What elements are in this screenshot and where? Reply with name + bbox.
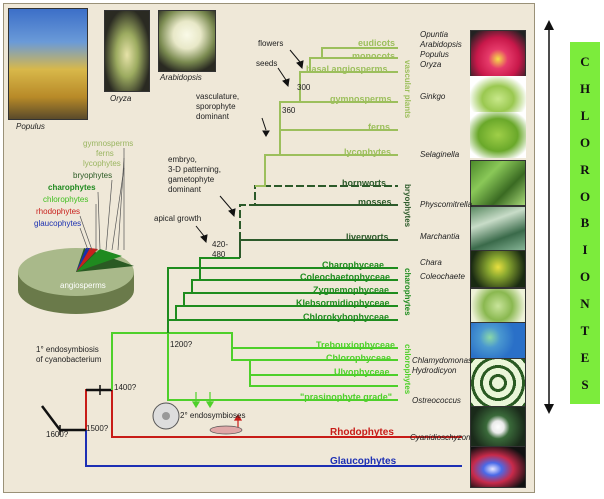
pie-label-gymnosperms: gymnosperms <box>83 139 133 148</box>
chlorobiontes-letter: C <box>580 53 590 69</box>
species-ginkgo: Ginkgo <box>420 92 446 101</box>
selaginella-photo <box>470 112 526 158</box>
euglenid-icon <box>209 425 243 435</box>
chlorobiontes-letter: T <box>580 323 590 339</box>
arabidopsis-photo <box>158 10 216 72</box>
clade-mosses: mosses <box>358 197 392 207</box>
clade-chlorophyceae: Chlorophyceae <box>326 353 392 363</box>
pie-label-glaucophytes: glaucophytes <box>34 219 81 228</box>
species-chlamydomonas: Chlamydomonas <box>412 356 473 365</box>
clade-lycophytes: lycophytes <box>344 147 392 157</box>
chlorobiontes-letter: O <box>579 134 591 150</box>
clade-ferns: ferns <box>368 122 391 132</box>
chlorobiontes-letter: E <box>580 350 590 366</box>
clade-rhodophytes: Rhodophytes <box>330 427 394 438</box>
populus-photo <box>8 8 88 120</box>
species-oryza: Oryza <box>420 60 442 69</box>
secondary-endo-arrows <box>191 392 215 409</box>
age-420-480: 420- 480 <box>212 240 229 259</box>
chlorobiontes-letter: I <box>582 242 588 258</box>
clade-liverworts: liverworts <box>346 232 389 242</box>
cyanidioschyzon-photo <box>470 446 526 488</box>
age-1500: 1500? <box>86 424 109 433</box>
species-coleochaete: Coleochaete <box>420 272 465 281</box>
pie-center-label: angiosperms <box>60 281 106 290</box>
age-1200: 1200? <box>170 340 193 349</box>
pie-label-rhodophytes: rhodophytes <box>36 207 80 216</box>
clade-klebsormidiophyceae: Klebsormidiophyceae <box>296 298 390 308</box>
pie-label-chlorophytes: chlorophytes <box>43 195 88 204</box>
chlorobiontes-letter: O <box>579 188 591 204</box>
clade-eudicots: eudicots <box>358 38 396 48</box>
species-selaginella: Selaginella <box>420 150 460 159</box>
ostreococcus-photo <box>470 406 526 448</box>
species-chara: Chara <box>420 258 442 267</box>
physcomitrella-photo <box>470 160 526 206</box>
clade-charophyceae: Charophyceae <box>322 260 385 270</box>
age-300: 300 <box>297 83 311 92</box>
clade-basal-angiosperms: basal angiosperms <box>306 64 388 74</box>
coleochaete-photo <box>470 288 526 324</box>
clade-monocots: monocots <box>352 51 396 61</box>
clade-coleochaetophyceae: Coleochaetophyceae <box>300 272 391 282</box>
event-secondary-endosymbioses: 2° endosymbioses <box>180 411 246 420</box>
chlamydomonas-photo <box>470 322 526 360</box>
species-opuntia: Opuntia <box>420 30 449 39</box>
event-arrows <box>195 49 304 244</box>
clade-gymnosperms: gymnosperms <box>330 94 392 104</box>
hydrodictyon-photo <box>470 358 526 408</box>
event-flowers: flowers <box>258 39 284 48</box>
chlorobiontes-letter: L <box>580 107 590 123</box>
age-360: 360 <box>282 106 296 115</box>
clade-trebouxiophyceae: Trebouxiophyceae <box>316 340 396 350</box>
species-cyanidioschyzon: Cyanidioschyzon <box>410 433 471 442</box>
event-endosymbiosis: 1° endosymbiosis of cyanobacterium <box>36 345 102 364</box>
arabidopsis-caption: Arabidopsis <box>160 73 202 82</box>
figure-panel <box>3 3 535 493</box>
pie-label-ferns: ferns <box>96 149 114 158</box>
event-apical-growth: apical growth <box>154 214 202 223</box>
chlorobiontes-letter: N <box>580 296 590 312</box>
pie-leader-lines <box>79 148 125 251</box>
species-hydrodictyon: Hydrodicyon <box>412 366 457 375</box>
species-marchantia: Marchantia <box>420 232 460 241</box>
event-vasculature: vasculature, sporophyte dominant <box>196 92 240 121</box>
event-embryo: embryo, 3-D patterning, gametophyte domi… <box>168 155 221 194</box>
chlorobiontes-letter: R <box>580 161 590 177</box>
pie-chart <box>18 248 134 314</box>
clade-zygnemophyceae: Zygnemophyceae <box>313 285 390 295</box>
clade-glaucophytes: Glaucophytes <box>330 456 397 467</box>
species-populus: Populus <box>420 50 449 59</box>
species-arabidopsis: Arabidopsis <box>420 40 462 49</box>
clade-ulvophyceae: Ulvophyceae <box>334 367 390 377</box>
age-1400: 1400? <box>114 383 137 392</box>
branch-viridiplantae <box>111 332 168 390</box>
marchantia-photo <box>470 206 526 252</box>
pie-label-lycophytes: lycophytes <box>83 159 121 168</box>
chlorobiontes-letter: H <box>579 80 591 96</box>
clade-hornworts: hornworts <box>342 178 386 188</box>
clade-prasinophyte-grade: "prasinophyte grade" <box>300 392 393 402</box>
chlorobiontes-letter: O <box>579 269 591 285</box>
species-physcomitrella: Physcomitrella <box>420 200 473 209</box>
clade-chlorokybophyceae: Chlorokybophyceae <box>303 312 390 322</box>
chlorobiontes-letter: B <box>580 215 590 231</box>
pie-label-bryophytes: bryophytes <box>73 171 112 180</box>
chara-photo <box>470 250 526 288</box>
pie-label-charophytes: charophytes <box>48 183 96 192</box>
event-seeds: seeds <box>256 59 278 68</box>
age-1600: 1600? <box>46 430 69 439</box>
oryza-photo <box>104 10 150 92</box>
populus-caption: Populus <box>16 122 45 131</box>
oryza-caption: Oryza <box>110 94 132 103</box>
ginkgo-photo <box>470 76 526 114</box>
chlorobiontes-letter: S <box>581 377 589 393</box>
species-ostreococcus: Ostreococcus <box>412 396 461 405</box>
